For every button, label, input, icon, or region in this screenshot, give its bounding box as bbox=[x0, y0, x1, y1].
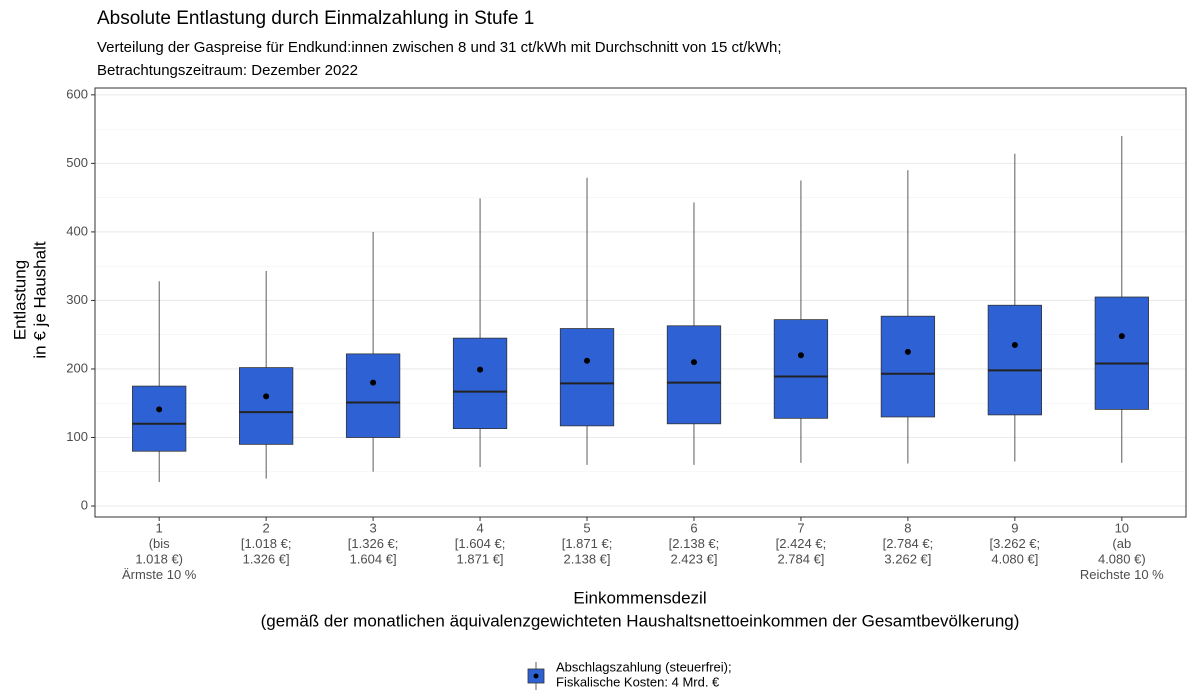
x-tick-label: [1.604 €; bbox=[455, 536, 506, 551]
x-tick-label: 1 bbox=[156, 520, 163, 535]
x-tick-label: 2.138 €] bbox=[564, 551, 611, 566]
x-tick-label: 3 bbox=[369, 520, 376, 535]
x-tick-label: 9 bbox=[1011, 520, 1018, 535]
mean bbox=[904, 348, 911, 355]
x-tick-label: 1.871 €] bbox=[457, 551, 504, 566]
x-tick-label: [1.326 €; bbox=[348, 536, 399, 551]
mean bbox=[1011, 341, 1018, 348]
y-tick-label: 400 bbox=[66, 223, 88, 238]
y-tick-label: 300 bbox=[66, 292, 88, 307]
box bbox=[132, 385, 187, 452]
x-tick-label: 10 bbox=[1115, 520, 1129, 535]
x-tick-label: [1.871 €; bbox=[562, 536, 613, 551]
x-tick-label: 1.018 €) bbox=[135, 551, 183, 566]
box bbox=[880, 315, 936, 418]
y-tick-label: 500 bbox=[66, 155, 88, 170]
box bbox=[452, 337, 508, 429]
box bbox=[559, 328, 615, 427]
x-tick-label: 7 bbox=[797, 520, 804, 535]
y-tick-label: 600 bbox=[66, 86, 88, 101]
subtitle: Betrachtungszeitraum: Dezember 2022 bbox=[97, 62, 358, 79]
x-tick-label: [2.138 €; bbox=[669, 536, 720, 551]
legend-label: Fiskalische Kosten: 4 Mrd. € bbox=[556, 674, 720, 689]
legend-label: Abschlagszahlung (steuerfrei); bbox=[556, 659, 732, 674]
y-axis-title: in € je Haushalt bbox=[30, 241, 49, 358]
x-tick-label: [3.262 €; bbox=[990, 536, 1041, 551]
x-tick-label: 4.080 €) bbox=[1098, 551, 1146, 566]
x-tick-label: 5 bbox=[583, 520, 590, 535]
box bbox=[1094, 296, 1149, 410]
x-tick-label: 4 bbox=[476, 520, 483, 535]
y-tick-label: 100 bbox=[66, 429, 88, 444]
mean bbox=[797, 352, 804, 359]
legend-key bbox=[533, 673, 539, 679]
mean bbox=[156, 406, 163, 413]
box bbox=[666, 325, 722, 425]
mean bbox=[1118, 333, 1125, 340]
x-tick-label: [2.784 €; bbox=[883, 536, 934, 551]
x-tick-label: 3.262 €] bbox=[884, 551, 931, 566]
mean bbox=[477, 366, 484, 373]
box bbox=[773, 319, 829, 419]
x-tick-label: 4.080 €] bbox=[991, 551, 1038, 566]
chart-title: Absolute Entlastung durch Einmalzahlung … bbox=[97, 8, 534, 29]
mean bbox=[370, 379, 377, 386]
y-axis-title: Entlastung bbox=[10, 260, 29, 340]
box bbox=[238, 367, 294, 445]
x-tick-label: 6 bbox=[690, 520, 697, 535]
mean bbox=[690, 359, 697, 366]
x-tick-label: 2.784 €] bbox=[777, 551, 824, 566]
y-tick-label: 0 bbox=[81, 497, 88, 512]
x-tick-label: 2.423 €] bbox=[670, 551, 717, 566]
box bbox=[987, 304, 1043, 416]
x-tick-label: [2.424 €; bbox=[776, 536, 827, 551]
x-tick-label: (bis bbox=[149, 536, 170, 551]
x-tick-label: Reichste 10 % bbox=[1080, 567, 1164, 582]
x-tick-label: 2 bbox=[263, 520, 270, 535]
panel-border bbox=[94, 87, 1187, 518]
x-tick-label: (ab bbox=[1112, 536, 1131, 551]
x-tick-label: [1.018 €; bbox=[241, 536, 292, 551]
mean bbox=[584, 357, 591, 364]
x-tick-label: 8 bbox=[904, 520, 911, 535]
y-tick-label: 200 bbox=[66, 360, 88, 375]
x-tick-label: 1.326 €] bbox=[243, 551, 290, 566]
x-axis-title: (gemäß der monatlichen äquivalenzgewicht… bbox=[261, 611, 1020, 630]
mean bbox=[263, 393, 270, 400]
subtitle: Verteilung der Gaspreise für Endkund:inn… bbox=[97, 39, 782, 56]
x-tick-label: 1.604 €] bbox=[350, 551, 397, 566]
x-tick-label: Ärmste 10 % bbox=[122, 567, 197, 582]
x-axis-title: Einkommensdezil bbox=[573, 588, 706, 607]
box bbox=[345, 353, 401, 438]
